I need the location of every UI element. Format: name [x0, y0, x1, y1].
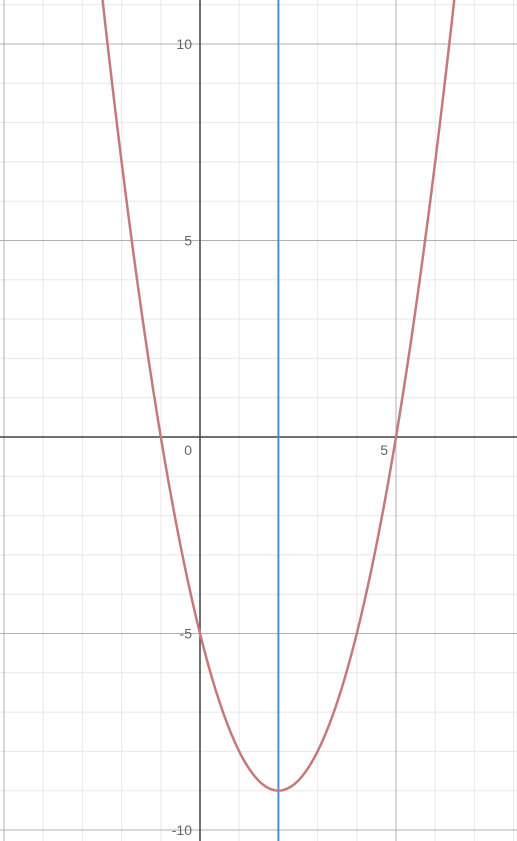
y-tick-label: -5: [180, 626, 193, 642]
chart-svg: 505105-5-10: [0, 0, 517, 841]
x-tick-label: 5: [380, 442, 388, 458]
y-tick-label: 5: [184, 233, 192, 249]
chart-container: 505105-5-10: [0, 0, 517, 841]
y-tick-label: 10: [176, 36, 192, 52]
y-tick-label: -10: [172, 822, 192, 838]
x-tick-label: 0: [184, 442, 192, 458]
